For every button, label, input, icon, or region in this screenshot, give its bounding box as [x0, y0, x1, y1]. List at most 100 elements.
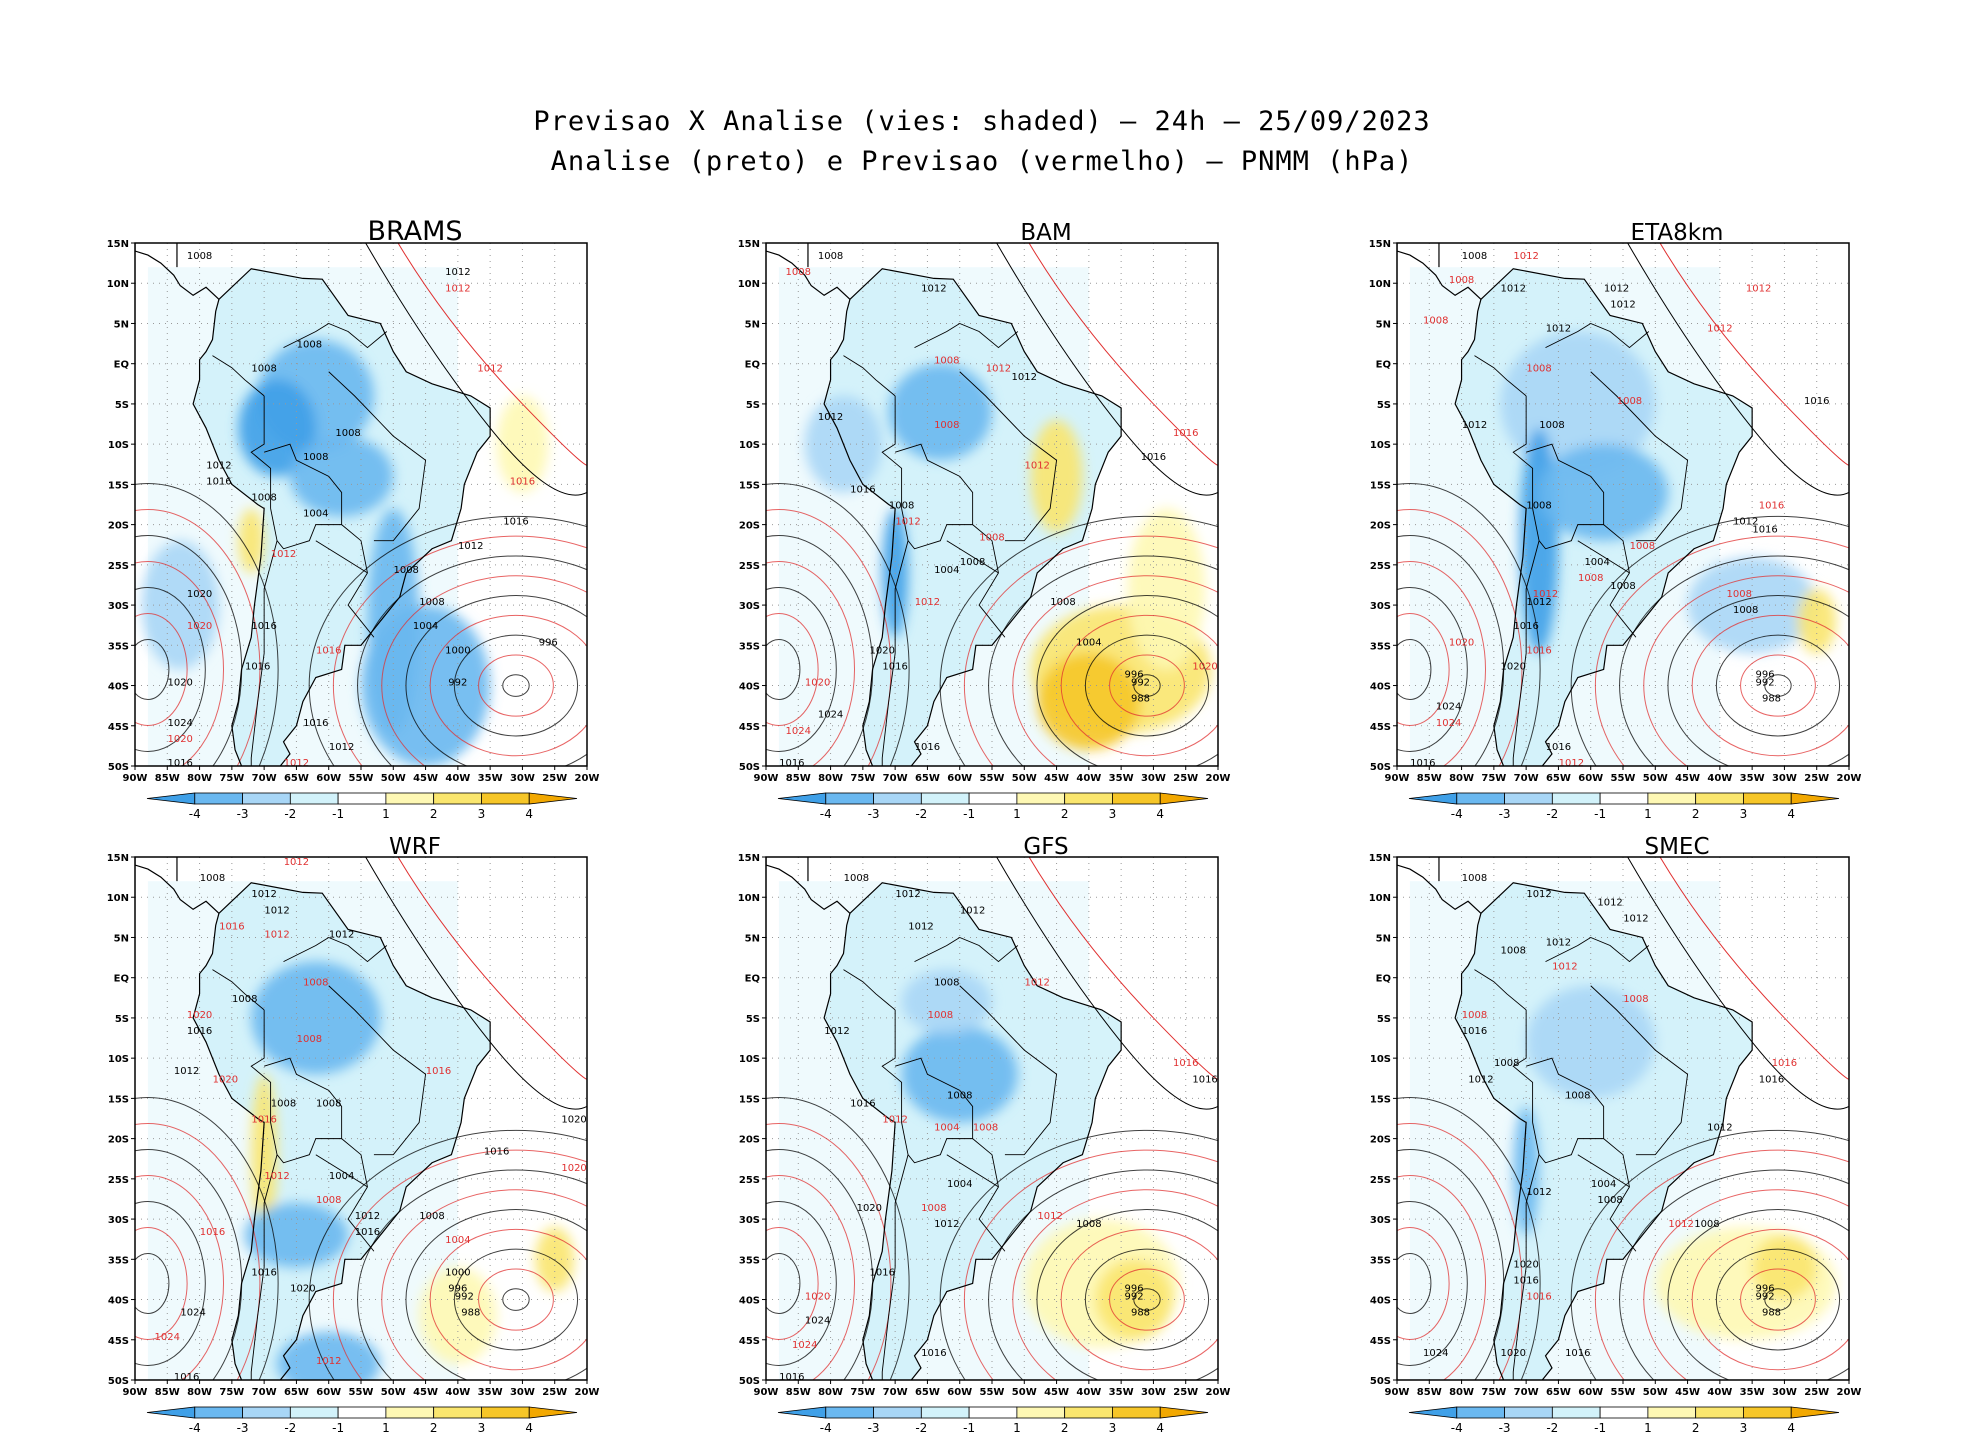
colorbar-label: 2: [1692, 1421, 1700, 1435]
colorbar-segment: [1112, 1406, 1161, 1419]
lon-label: 45W: [1675, 1387, 1700, 1398]
lat-label: 10S: [108, 1054, 129, 1065]
lon-label: 85W: [786, 1387, 811, 1398]
lon-label: 75W: [219, 773, 244, 784]
isobar: [1764, 1288, 1792, 1311]
lon-label: 35W: [1740, 1387, 1765, 1398]
isobar: [365, 857, 587, 1110]
lat-label: 10N: [1369, 893, 1391, 904]
panel-brams: BRAMS 1008 1012 1012 1008 1008 1012 1008 1008 100…: [100, 216, 730, 840]
contour-label: 1016: [1173, 428, 1198, 439]
coastline: [1397, 857, 1482, 914]
isobar: [766, 508, 892, 766]
colorbar-label: -2: [1546, 807, 1558, 821]
colorbar-segment: [1599, 1406, 1649, 1419]
lon-label: 25W: [1173, 773, 1198, 784]
country-border: [1532, 1122, 1604, 1164]
coastline: [823, 882, 1122, 1380]
colorbar-arrow-left: [146, 792, 196, 805]
contour-label: 1008: [934, 420, 959, 431]
contour-label: 1012: [1559, 758, 1584, 769]
contour-label: 1016: [1141, 452, 1166, 463]
isobar: [1109, 1268, 1185, 1331]
country-border: [901, 508, 973, 550]
colorbar-label: -1: [1594, 1421, 1606, 1435]
lon-label: 85W: [1417, 773, 1442, 784]
lon-label: 80W: [187, 1387, 212, 1398]
contour-label: 1020: [290, 1283, 315, 1294]
lon-label: 60W: [947, 773, 972, 784]
map-svg: 1008101210121012101210081012100810081016…: [1369, 853, 1862, 1435]
contour-label: 1024: [792, 1340, 817, 1351]
map-svg: 1008 1012 1012 1008 1008 1012 1008 1008 1008 1012…: [107, 239, 600, 821]
lon-label: 80W: [1449, 773, 1474, 784]
contour-label: 1012: [1462, 420, 1487, 431]
lon-label: 35W: [1109, 1387, 1134, 1398]
lat-label: 20S: [1370, 1135, 1391, 1146]
lon-label: 30W: [1772, 1387, 1797, 1398]
colorbar-segment: [1456, 792, 1505, 805]
lat-label: 5N: [1376, 319, 1391, 330]
colorbar-label: 2: [1692, 807, 1700, 821]
bias-blob: [882, 508, 909, 638]
contour-label: 992: [1756, 1292, 1775, 1303]
colorbar-label: -4: [189, 807, 201, 821]
colorbar-segment: [242, 1406, 291, 1419]
lon-label: 75W: [1481, 773, 1506, 784]
lon-label: 25W: [542, 773, 567, 784]
contour-label: 1008: [271, 1098, 296, 1109]
country-border: [946, 1154, 999, 1188]
isobar: [405, 595, 587, 766]
isobar: [766, 1226, 819, 1340]
contour-label: 1016: [882, 661, 907, 672]
colorbar-segment: [337, 792, 387, 805]
isobar: [1397, 560, 1486, 766]
panel-gfs: GFS 1008 1012 1012 1012 1012 1008 1008 1012 1016 1…: [731, 834, 1361, 1454]
isobar: [766, 1200, 837, 1366]
lat-label: 20S: [739, 521, 760, 532]
lon-label: 55W: [980, 773, 1005, 784]
lon-label: 30W: [1141, 773, 1166, 784]
isobar: [1036, 595, 1218, 766]
lon-label: 60W: [1578, 1387, 1603, 1398]
panel-title: BRAMS: [367, 216, 463, 247]
lat-label: 30S: [108, 601, 129, 612]
contour-label: 1016: [187, 1026, 212, 1037]
contour-label: 1020: [187, 589, 212, 600]
contour-label: 1020: [870, 645, 895, 656]
isobar: [1060, 1228, 1218, 1371]
contour-label: 1008: [1526, 364, 1551, 375]
lon-label: 40W: [1076, 773, 1101, 784]
isobar: [478, 1268, 554, 1331]
colorbar-label: 4: [1787, 1421, 1795, 1435]
colorbar-segment: [825, 792, 874, 805]
colorbar-label: -2: [915, 807, 927, 821]
panel-title: SMEC: [1644, 834, 1710, 860]
contour-label: 1024: [155, 1332, 180, 1343]
isobar: [1133, 674, 1161, 697]
bias-wash-ocean: [147, 881, 458, 1380]
country-border: [1512, 1009, 1534, 1123]
isobar: [1594, 535, 1849, 766]
lon-label: 85W: [1417, 1387, 1442, 1398]
lon-label: 40W: [1076, 1387, 1101, 1398]
contour-label: 1008: [1623, 994, 1648, 1005]
contour-label: 1008: [1423, 315, 1448, 326]
contour-label: 1016: [850, 484, 875, 495]
colorbar-arrow-right: [1159, 1406, 1209, 1419]
contour-label: 1016: [1759, 501, 1784, 512]
contour-label: 1012: [174, 1066, 199, 1077]
contour-label: 988: [1762, 694, 1781, 705]
lat-label: 45S: [739, 1336, 760, 1347]
isobar: [1594, 1149, 1849, 1380]
country-border: [1532, 508, 1604, 550]
lon-label: 85W: [786, 773, 811, 784]
contour-label: 1016: [219, 921, 244, 932]
contour-label: 996: [1756, 669, 1775, 680]
contour-label: 1012: [458, 541, 483, 552]
lon-label: 75W: [219, 1387, 244, 1398]
panel-smec: SMEC 1008 1012 1012 1012 1012 1008 1012 1008 1008…: [1362, 834, 1964, 1454]
contour-label: 1016: [484, 1147, 509, 1158]
lon-label: 85W: [155, 773, 180, 784]
contour-label: 1004: [413, 621, 438, 632]
